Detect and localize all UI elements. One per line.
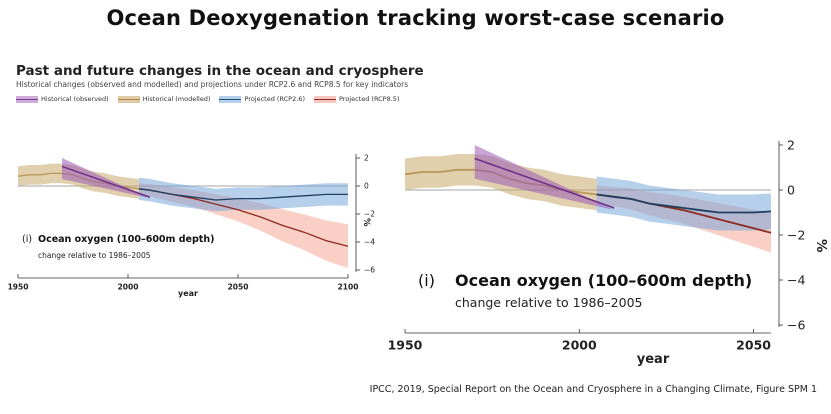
y-tick-label: −2	[364, 210, 375, 219]
slide-title: Ocean Deoxygenation tracking worst-case …	[106, 6, 725, 30]
y-tick-label: −4	[787, 272, 805, 287]
legend-swatch	[117, 95, 140, 103]
series-line-historical-observed	[474, 157, 615, 209]
y-axis-unit: %	[813, 239, 829, 253]
y-tick-label: −6	[364, 266, 375, 275]
band-projected-rcp2-6-	[139, 177, 348, 212]
y-tick-label: −4	[364, 238, 375, 247]
x-tick-label: 2000	[118, 283, 139, 292]
figure-title: Past and future changes in the ocean and…	[16, 63, 424, 79]
band-historical-observed	[474, 145, 615, 210]
x-tick-label: 1950	[388, 338, 423, 353]
legend: Historical (observed) Historical (modell…	[16, 95, 399, 103]
legend-item-historical-modelled: Historical (modelled)	[117, 95, 211, 103]
legend-item-projected-rcp85: Projected (RCP8.5)	[313, 95, 400, 103]
panel-subtitle: change relative to 1986–2005	[38, 251, 151, 260]
chart-panel-1: 2 0 −2 −4 −6% 1950 2000 2050 2100 year (i) Ocean ox…	[8, 154, 376, 298]
x-axis-label: year	[637, 352, 670, 367]
legend-swatch	[219, 95, 242, 103]
panel-title: Ocean oxygen (100–600m depth)	[38, 234, 214, 245]
legend-label: Projected (RCP2.6)	[244, 95, 305, 103]
band-projected-rcp2-6-	[596, 176, 771, 231]
legend-item-projected-rcp26: Projected (RCP2.6)	[219, 95, 305, 103]
series-line-projected-rcp2-6-	[138, 188, 348, 201]
panel-subtitle: change relative to 1986–2005	[455, 295, 643, 310]
y-tick-label: −6	[787, 317, 805, 332]
series-line-projected-rcp2-6-	[596, 193, 772, 214]
y-tick-label: −2	[787, 227, 805, 242]
legend-label: Projected (RCP8.5)	[338, 95, 400, 103]
y-tick-label: 0	[364, 182, 369, 191]
x-tick-label: 1950	[8, 283, 29, 292]
x-tick-label: 2050	[228, 283, 249, 292]
y-tick-label: 2	[787, 137, 795, 152]
legend-label: Historical (observed)	[41, 95, 109, 103]
legend-item-historical-observed: Historical (observed)	[16, 95, 109, 103]
band-historical-observed	[62, 158, 150, 199]
x-axis-label: year	[178, 289, 198, 298]
panel-label: (i)	[418, 271, 435, 290]
chart-panel-2: 2 0 −2 −4 −6% 1950 2000 2050 year (i) Ocean oxygen…	[388, 137, 829, 367]
panel-title: Ocean oxygen (100–600m depth)	[455, 271, 752, 290]
x-tick-label: 2000	[562, 338, 597, 353]
figure-subtitle: Historical changes (observed and modelle…	[16, 80, 409, 89]
legend-swatch	[313, 95, 336, 103]
y-tick-label: 0	[787, 182, 795, 197]
y-tick-label: 2	[364, 154, 369, 163]
legend-swatch	[16, 95, 38, 103]
panel-label: (i)	[22, 234, 32, 245]
series-line-historical-observed	[61, 165, 151, 198]
y-axis-unit: %	[361, 218, 371, 227]
source-credit: IPCC, 2019, Special Report on the Ocean …	[369, 384, 817, 395]
x-tick-label: 2050	[736, 338, 771, 353]
legend-label: Historical (modelled)	[142, 95, 211, 103]
x-tick-label: 2100	[338, 283, 359, 292]
